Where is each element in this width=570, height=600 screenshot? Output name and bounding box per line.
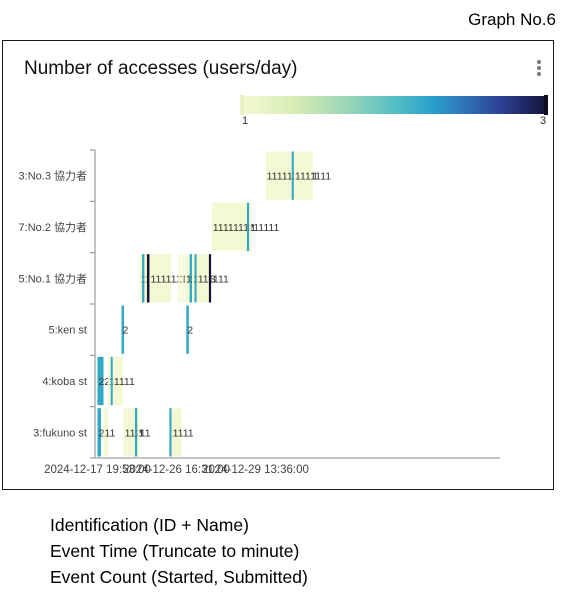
heatmap-cell [191, 254, 195, 303]
chart-title: Number of accesses (users/day) [24, 58, 298, 79]
heatmap-cell-label: 1111 [114, 376, 135, 388]
heatmap-cell-label: 1 [250, 222, 256, 234]
y-tick-label: 3:fukuno st [33, 427, 87, 439]
heatmap-cell-label: 1111 [173, 427, 194, 439]
heatmap-cell [291, 151, 294, 200]
y-tick-label: 7:No.2 協力者 [19, 221, 87, 234]
heatmap-cell [196, 254, 209, 303]
heatmap-cell [211, 202, 247, 252]
heatmap-cell [103, 408, 108, 457]
heatmap-cell [171, 408, 182, 457]
heatmap-cell [144, 254, 147, 303]
color-scale-min-handle[interactable] [240, 95, 244, 115]
heatmap-cell [246, 202, 250, 252]
heatmap-cell [123, 408, 135, 457]
note-identification: Identification (ID + Name) [50, 515, 249, 535]
heatmap-cell [110, 356, 113, 406]
heatmap-cell [134, 408, 138, 457]
heatmap-cell [184, 254, 190, 303]
graph-number-label: Graph No.6 [468, 10, 556, 29]
heatmap-cell-label: 2 [123, 325, 129, 337]
heatmap-cell [208, 254, 212, 303]
heatmap-cell [189, 254, 192, 303]
heatmap-cell [194, 254, 197, 303]
heatmap-cell [293, 151, 313, 200]
heatmap-cell-label: 2 [187, 325, 193, 337]
heatmap-cell [97, 356, 104, 406]
heatmap-cell [112, 356, 124, 406]
chart-panel [2, 40, 554, 490]
heatmap-cell [249, 202, 252, 252]
y-tick-label: 3:No.3 協力者 [19, 170, 87, 183]
color-scale-max-handle[interactable] [544, 95, 548, 115]
heatmap-cell-label: 2 [99, 427, 105, 439]
color-scale-min-label: 1 [242, 115, 249, 127]
notes-list: Identification (ID + Name) Event Time (T… [50, 512, 308, 590]
y-tick-label: 5:No.1 協力者 [19, 272, 87, 285]
x-tick-label: 2024-12-17 19:53:00 [44, 464, 151, 476]
heatmap-cell [142, 254, 145, 303]
heatmap-cell-label: 11 [105, 427, 116, 439]
heatmap-cell-label: 1 [138, 427, 144, 439]
heatmap-cell [186, 305, 189, 354]
note-event-count: Event Count (Started, Submitted) [50, 567, 308, 587]
y-tick-label: 5:ken st [48, 325, 87, 337]
heatmap-cell-label: 22 [99, 376, 111, 388]
heatmap-cell-label: 1111111 [295, 171, 331, 183]
heatmap-cell [139, 254, 143, 303]
heatmap-cell [121, 305, 125, 354]
y-tick-label: 4:koba st [42, 376, 87, 388]
heatmap-cell [178, 254, 181, 303]
heatmap-cell [181, 254, 184, 303]
x-tick-label: 2024-12-26 16:31:00 [123, 464, 230, 476]
heatmap-cell [265, 151, 292, 200]
color-scale-max-label: 3 [540, 115, 547, 127]
heatmap-cell-label: 1111111111111 [213, 222, 280, 234]
x-tick-label: 2024-12-29 13:36:00 [202, 464, 309, 476]
heatmap-cell [169, 408, 172, 457]
color-scale-bar[interactable] [240, 95, 548, 115]
heatmap-cell [137, 408, 140, 457]
heatmap-cell-label: 3 [210, 273, 216, 285]
heatmap-cell [146, 254, 150, 303]
heatmap-cell-label: 111111 [198, 273, 229, 285]
heatmap-cell [97, 408, 101, 457]
heatmap-cell [149, 254, 172, 303]
note-event-time: Event Time (Truncate to minute) [50, 541, 300, 561]
more-options-icon[interactable] [536, 60, 542, 80]
heatmap-cell [107, 356, 111, 406]
